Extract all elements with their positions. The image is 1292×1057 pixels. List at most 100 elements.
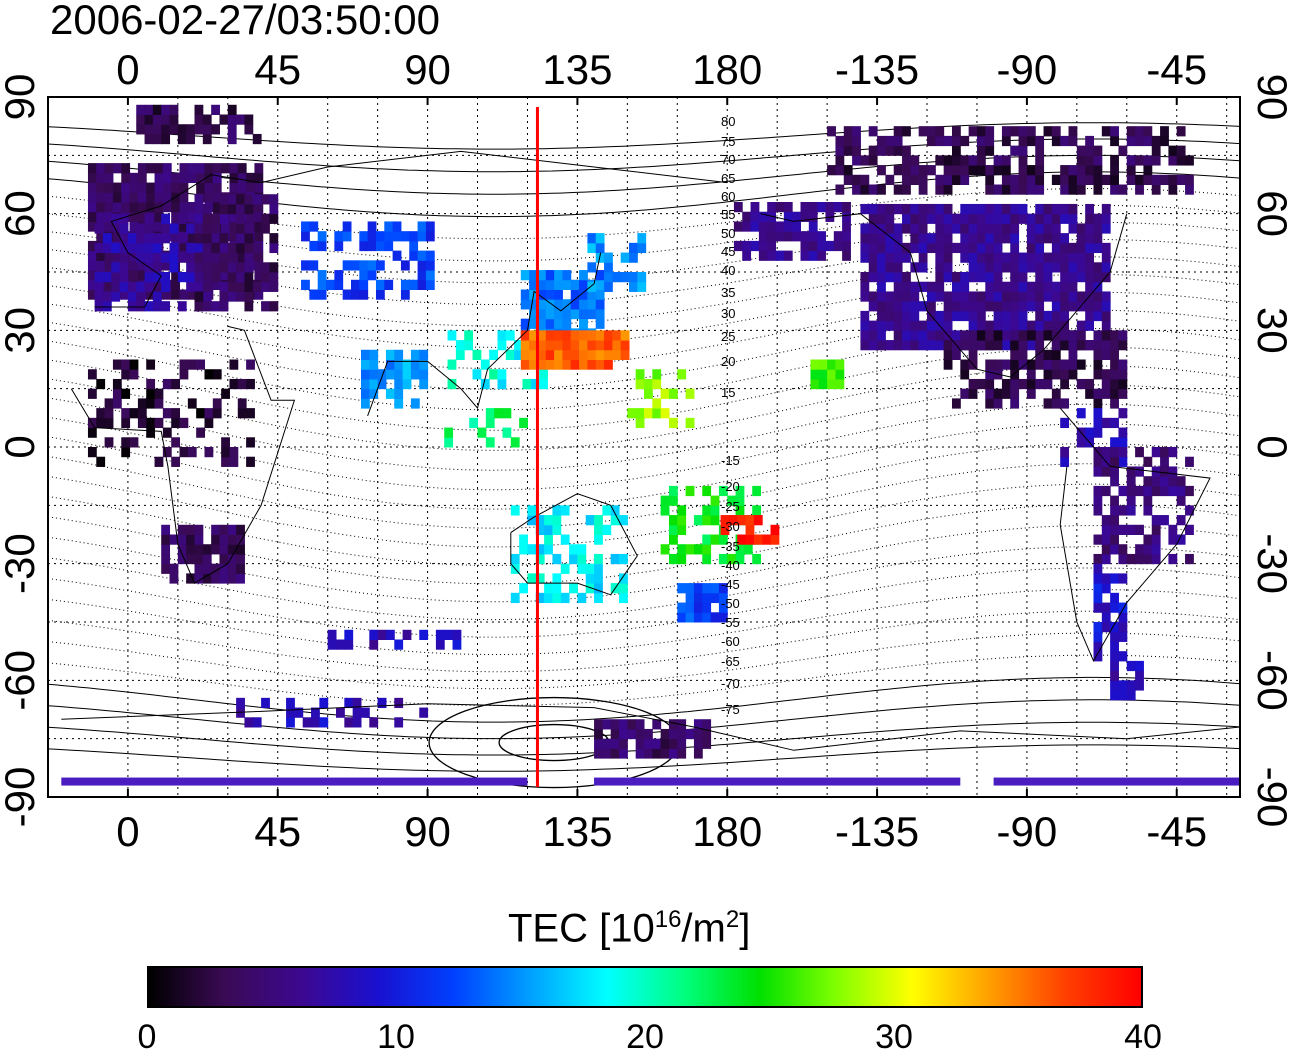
- tec-cell: [1093, 466, 1103, 477]
- tec-cell: [129, 202, 139, 213]
- tec-cell: [1051, 369, 1061, 380]
- tec-cell: [1026, 330, 1036, 341]
- tec-cell: [1118, 553, 1128, 565]
- tec-cell: [918, 252, 928, 263]
- tec-cell: [369, 378, 379, 390]
- tec-cell: [1110, 184, 1119, 195]
- tec-cell: [668, 515, 678, 526]
- tec-cell: [1168, 174, 1178, 185]
- tec-cell: [1093, 242, 1103, 254]
- tec-cell: [885, 340, 895, 351]
- tec-cell: [602, 719, 612, 730]
- tec-cell: [742, 240, 752, 252]
- tec-cell: [402, 629, 412, 640]
- tec-cell: [87, 260, 97, 271]
- tec-cell: [902, 126, 911, 137]
- tec-cell: [985, 388, 995, 399]
- tec-cell: [1093, 349, 1103, 360]
- tec-cell: [985, 281, 995, 292]
- tec-cell: [985, 378, 995, 390]
- tec-cell: [87, 211, 97, 222]
- tec-cell: [187, 211, 197, 222]
- tec-cell: [537, 349, 547, 360]
- tec-cell: [554, 340, 563, 351]
- tec-cell: [144, 114, 154, 125]
- tec-cell: [918, 233, 928, 244]
- tec-cell: [1068, 135, 1078, 147]
- tec-cell: [1093, 184, 1103, 195]
- tec-cell: [902, 155, 911, 166]
- tec-cell: [943, 155, 953, 166]
- tec-cell: [993, 291, 1003, 302]
- tec-cell: [750, 221, 760, 232]
- tec-cell: [136, 223, 146, 234]
- tec-cell: [737, 534, 747, 545]
- tec-cell: [545, 279, 555, 290]
- tec-cell: [927, 233, 936, 244]
- tec-cell: [1001, 291, 1011, 302]
- tec-cell: [1118, 680, 1128, 691]
- tec-cell: [301, 221, 310, 232]
- tec-cell: [570, 340, 580, 351]
- tec-cell: [1035, 378, 1045, 390]
- tec-cell: [951, 310, 961, 322]
- tec-cell: [968, 126, 978, 137]
- tec-cell: [202, 544, 212, 555]
- tec-cell: [1060, 233, 1070, 244]
- tec-cell: [1160, 174, 1169, 185]
- tec-cell: [219, 114, 229, 125]
- tec-cell: [918, 213, 928, 224]
- tec-cell: [660, 388, 670, 399]
- tec-cell: [960, 203, 970, 215]
- tec-cell: [1001, 310, 1011, 322]
- tec-cell: [409, 231, 419, 242]
- tec-cell: [227, 133, 237, 145]
- tec-cell: [1010, 291, 1020, 302]
- tec-cell: [1060, 310, 1070, 322]
- tec-cell: [935, 203, 945, 215]
- tec-cell: [317, 289, 327, 300]
- tec-cell: [968, 272, 978, 283]
- tec-cell: [927, 203, 936, 215]
- tec-cell: [960, 388, 970, 399]
- tec-cell: [620, 349, 630, 360]
- tec-cell: [562, 340, 572, 351]
- tec-cell: [1035, 155, 1045, 166]
- tec-cell: [843, 135, 853, 147]
- tec-cell: [1026, 388, 1036, 399]
- tec-cell: [384, 231, 394, 242]
- tec-cell: [545, 359, 555, 370]
- tec-cell: [1110, 515, 1119, 526]
- tec-cell: [783, 231, 793, 242]
- tec-cell: [87, 289, 97, 300]
- tec-cell: [1035, 242, 1045, 254]
- tec-cell: [1001, 262, 1011, 273]
- tec-cell: [685, 602, 695, 613]
- tec-cell: [410, 359, 420, 370]
- tec-cell: [127, 242, 137, 254]
- tec-cell: [469, 417, 479, 429]
- tec-cell: [702, 583, 712, 594]
- tec-cell: [685, 417, 695, 429]
- tec-cell: [545, 340, 555, 351]
- tec-cell: [635, 738, 645, 749]
- tec-cell: [544, 544, 553, 555]
- tec-cell: [1076, 165, 1086, 176]
- tec-cell: [1035, 281, 1045, 292]
- tec-cell: [943, 310, 953, 322]
- tec-cell: [595, 233, 605, 244]
- tec-cell: [87, 427, 97, 438]
- tec-cell: [162, 378, 172, 390]
- tec-cell: [554, 270, 563, 281]
- tec-cell: [935, 252, 945, 263]
- tec-cell: [352, 707, 362, 718]
- tec-cell: [317, 279, 327, 290]
- tec-cell: [1118, 651, 1128, 662]
- tec-cell: [935, 262, 945, 273]
- tec-cell: [129, 437, 139, 448]
- tec-cell: [843, 174, 853, 185]
- tec-cell: [1101, 466, 1111, 477]
- tec-cell: [718, 612, 728, 623]
- tec-cell: [735, 505, 745, 516]
- tec-cell: [1143, 495, 1153, 506]
